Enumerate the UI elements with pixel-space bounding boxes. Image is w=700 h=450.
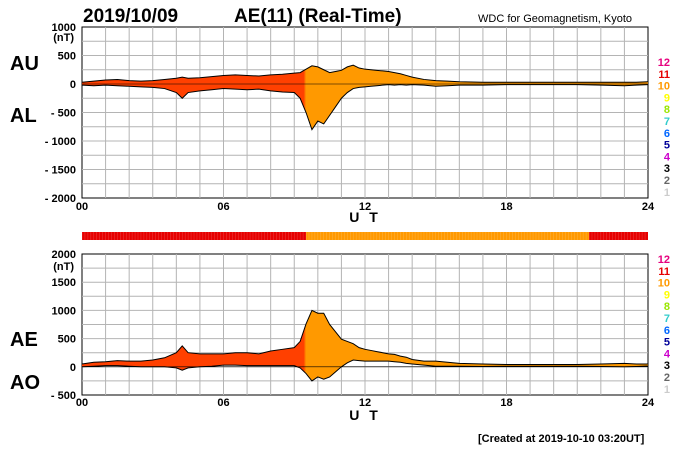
- legend-station-count: 1: [664, 384, 670, 396]
- chart-org: WDC for Geomagnetism, Kyoto: [478, 13, 632, 25]
- y-tick-label: 2000: [52, 249, 76, 261]
- series-line-ae: [81, 309, 648, 366]
- lower-series-label: AO: [10, 372, 40, 394]
- x-tick-label: 18: [500, 397, 512, 409]
- series-line-au: [81, 64, 649, 83]
- series-line-al: [81, 84, 649, 131]
- upper-series-label: AU: [10, 53, 39, 75]
- x-tick-label: 06: [217, 397, 229, 409]
- series-line-ao: [81, 359, 649, 382]
- legend-station-count: 6: [664, 128, 670, 140]
- chart-title: AE(11) (Real-Time): [234, 6, 402, 27]
- chart-date: 2019/10/09: [83, 6, 178, 27]
- legend-station-count: 8: [664, 301, 670, 313]
- y-tick-label: 0: [70, 362, 76, 374]
- x-tick-label: 00: [76, 397, 88, 409]
- legend-station-count: 7: [664, 313, 670, 325]
- legend-station-count: 5: [664, 337, 670, 349]
- created-timestamp: [Created at 2019-10-10 03:20UT]: [478, 433, 645, 445]
- legend-station-count: 11: [658, 266, 670, 278]
- legend-station-count: 12: [658, 254, 670, 266]
- x-axis-title: U T: [349, 407, 381, 423]
- legend-station-count: 7: [664, 116, 670, 128]
- y-tick-label: 1000: [52, 22, 76, 34]
- upper-series-label: AE: [10, 329, 38, 351]
- y-tick-label: - 500: [51, 390, 76, 402]
- legend-station-count: 8: [664, 104, 670, 116]
- legend-station-count: 9: [664, 289, 670, 301]
- y-tick-label: - 1000: [45, 136, 76, 148]
- y-unit-label: (nT): [53, 261, 74, 273]
- legend-station-count: 2: [664, 372, 670, 384]
- y-tick-label: - 2000: [45, 193, 76, 205]
- legend-station-count: 12: [658, 57, 670, 69]
- level-bar: [81, 232, 648, 240]
- y-tick-label: - 1500: [45, 165, 76, 177]
- lower-series-label: AL: [10, 105, 37, 127]
- y-tick-label: - 500: [51, 108, 76, 120]
- x-tick-label: 12: [359, 201, 371, 213]
- y-tick-label: 0: [70, 79, 76, 91]
- y-unit-label: (nT): [53, 32, 74, 44]
- x-tick-label: 06: [217, 201, 229, 213]
- panel-au-al: 1000 500 0 - 500 - 1000 - 1500 - 2000 (nT) 00 06 1…: [10, 22, 671, 225]
- level-bar-segment: [589, 232, 648, 240]
- series-area-au-al: [82, 65, 648, 130]
- legend-station-count: 5: [664, 140, 670, 152]
- legend-station-count: 9: [664, 92, 670, 104]
- x-tick-label: 00: [76, 201, 88, 213]
- legend-station-count: 1: [664, 187, 670, 199]
- legend-station-count: 10: [658, 278, 670, 290]
- x-tick-label: 24: [642, 397, 655, 409]
- level-bar-segment: [306, 232, 590, 240]
- legend-station-count: 10: [658, 81, 670, 93]
- y-tick-label: 500: [58, 334, 76, 346]
- y-tick-label: 500: [58, 51, 76, 63]
- legend-station-count: 2: [664, 175, 670, 187]
- legend-station-count: 4: [664, 348, 671, 360]
- series-area-ae-ao: [82, 310, 648, 381]
- x-axis-title: U T: [349, 209, 381, 225]
- legend-station-count: 6: [664, 325, 670, 337]
- x-tick-label: 12: [359, 397, 371, 409]
- legend-station-count: 11: [658, 69, 670, 81]
- y-tick-label: 1000: [52, 305, 76, 317]
- legend-station-count: 4: [664, 151, 671, 163]
- level-bar-segment: [82, 232, 307, 240]
- x-tick-label: 24: [642, 201, 655, 213]
- x-tick-label: 18: [500, 201, 512, 213]
- y-tick-label: 1500: [52, 277, 76, 289]
- legend-station-count: 3: [664, 163, 670, 175]
- legend-station-count: 3: [664, 360, 670, 372]
